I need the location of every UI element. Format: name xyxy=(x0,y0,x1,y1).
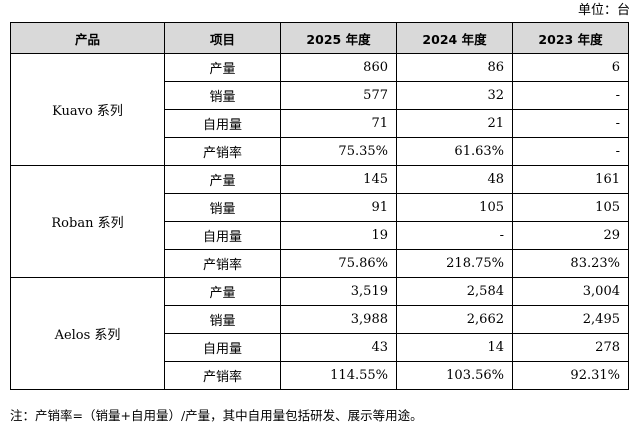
table-header-row: 产品 项目 2025 年度 2024 年度 2023 年度 xyxy=(10,22,629,54)
cell-2025: 145 xyxy=(280,165,397,194)
cell-2025: 75.86% xyxy=(280,249,397,278)
header-item: 项目 xyxy=(164,22,281,54)
row-item: 产量 xyxy=(164,53,281,82)
group-name-aelos: Aelos 系列 xyxy=(10,277,165,390)
cell-2023: 29 xyxy=(512,221,629,250)
row-item: 产销率 xyxy=(164,249,281,278)
cell-2023: 83.23% xyxy=(512,249,629,278)
table-row: 销量 3,988 2,662 2,495 xyxy=(11,305,629,334)
table-row: 产销率 75.86% 218.75% 83.23% xyxy=(11,249,629,278)
cell-2025: 75.35% xyxy=(280,137,397,166)
cell-2024: 48 xyxy=(396,165,513,194)
table-row: Aelos 系列 产量 3,519 2,584 3,004 xyxy=(10,277,629,390)
cell-2024: 61.63% xyxy=(396,137,513,166)
cell-2024: 218.75% xyxy=(396,249,513,278)
cell-2023: 105 xyxy=(512,193,629,222)
row-item: 产销率 xyxy=(164,137,281,166)
row-item: 产销率 xyxy=(164,361,281,390)
header-product: 产品 xyxy=(10,22,165,54)
cell-2025: 3,988 xyxy=(280,305,397,334)
production-sales-table: 产品 项目 2025 年度 2024 年度 2023 年度 Kuavo 系列 产… xyxy=(10,22,629,390)
cell-2023: 161 xyxy=(512,165,629,194)
cell-2025: 43 xyxy=(280,333,397,362)
row-item: 产量 xyxy=(164,277,281,306)
cell-2024: - xyxy=(396,221,513,250)
cell-2023: 6 xyxy=(512,53,629,82)
cell-2023: 3,004 xyxy=(512,277,629,306)
cell-2023: - xyxy=(512,81,629,110)
cell-2025: 577 xyxy=(280,81,397,110)
cell-2025: 860 xyxy=(280,53,397,82)
table-footnote: 注：产销率=（销量+自用量）/产量，其中自用量包括研发、展示等用途。 xyxy=(10,408,423,423)
row-item: 销量 xyxy=(164,81,281,110)
cell-2023: 2,495 xyxy=(512,305,629,334)
cell-2024: 2,662 xyxy=(396,305,513,334)
cell-2025: 114.55% xyxy=(280,361,397,390)
group-name-roban: Roban 系列 xyxy=(10,165,165,278)
row-item: 产量 xyxy=(164,165,281,194)
table-row: 销量 577 32 - xyxy=(11,81,629,110)
cell-2024: 21 xyxy=(396,109,513,138)
table-row: Roban 系列 产量 145 48 161 xyxy=(10,165,629,278)
header-2024: 2024 年度 xyxy=(396,22,513,54)
cell-2024: 103.56% xyxy=(396,361,513,390)
table-row: 产销率 75.35% 61.63% - xyxy=(11,137,629,166)
group-name-kuavo: Kuavo 系列 xyxy=(10,53,165,166)
row-item: 销量 xyxy=(164,193,281,222)
cell-2023: - xyxy=(512,109,629,138)
cell-2023: 92.31% xyxy=(512,361,629,390)
cell-2024: 105 xyxy=(396,193,513,222)
table-row: Kuavo 系列 产量 860 86 6 xyxy=(10,53,629,166)
cell-2023: - xyxy=(512,137,629,166)
row-item: 自用量 xyxy=(164,333,281,362)
cell-2025: 71 xyxy=(280,109,397,138)
table-row: 产销率 114.55% 103.56% 92.31% xyxy=(11,361,629,390)
cell-2025: 3,519 xyxy=(280,277,397,306)
header-2023: 2023 年度 xyxy=(512,22,629,54)
table-row: 自用量 71 21 - xyxy=(11,109,629,138)
cell-2024: 86 xyxy=(396,53,513,82)
cell-2024: 2,584 xyxy=(396,277,513,306)
cell-2025: 91 xyxy=(280,193,397,222)
table-row: 销量 91 105 105 xyxy=(11,193,629,222)
table-row: 自用量 19 - 29 xyxy=(11,221,629,250)
cell-2023: 278 xyxy=(512,333,629,362)
cell-2024: 14 xyxy=(396,333,513,362)
header-2025: 2025 年度 xyxy=(280,22,397,54)
unit-label: 单位：台 xyxy=(577,3,630,18)
row-item: 自用量 xyxy=(164,109,281,138)
row-item: 自用量 xyxy=(164,221,281,250)
cell-2024: 32 xyxy=(396,81,513,110)
row-item: 销量 xyxy=(164,305,281,334)
cell-2025: 19 xyxy=(280,221,397,250)
